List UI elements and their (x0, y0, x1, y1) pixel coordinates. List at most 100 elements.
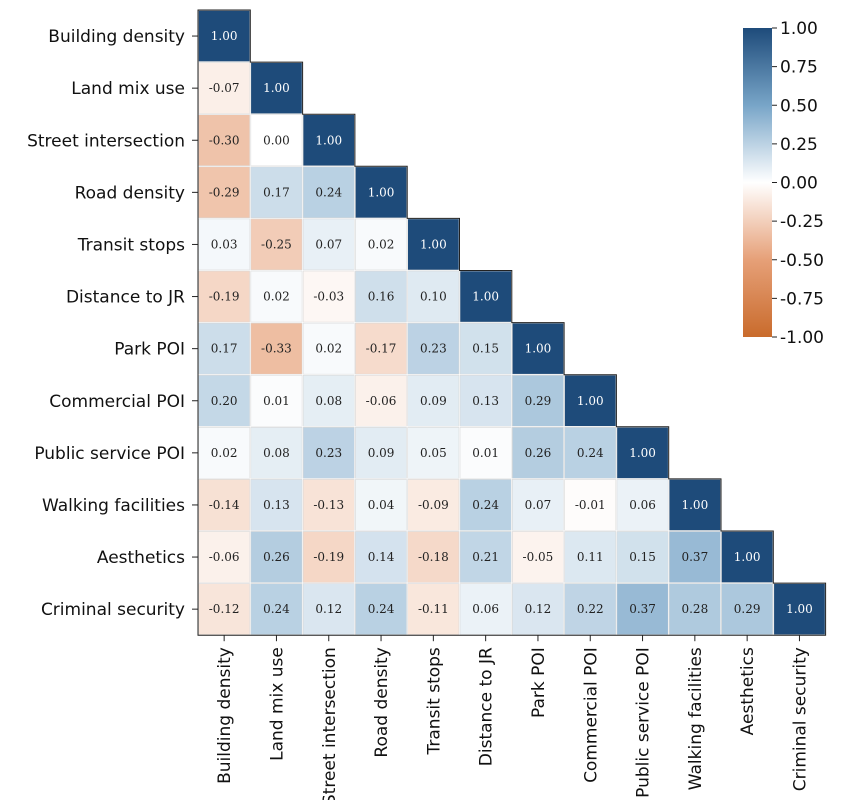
cell-border (668, 583, 721, 635)
cell-border (250, 114, 303, 167)
cell-value: -0.06 (209, 550, 240, 564)
cell-value: 0.13 (263, 498, 290, 512)
colorbar-tick-label: -0.25 (780, 212, 824, 232)
cell-border (564, 583, 617, 635)
column-label: Commercial POI (581, 647, 601, 783)
cell-value: 0.26 (263, 550, 290, 564)
colorbar-tick-label: 1.00 (780, 19, 818, 39)
cell-border (250, 166, 303, 219)
column-label: Criminal security (790, 647, 810, 791)
cell-value: 0.07 (525, 498, 552, 512)
cell-value: 0.24 (315, 185, 342, 199)
colorbar: 1.00 0.75 0.50 0.25 0.00 -0.25 -0.50 -0.75 -1.00 (743, 19, 824, 348)
cell-value: 1.00 (629, 446, 656, 460)
row-label: Public service POI (34, 444, 185, 464)
cell-border (355, 270, 407, 323)
cell-value: 0.24 (263, 602, 290, 616)
cell-value: -0.18 (418, 550, 449, 564)
cell-value: 0.24 (368, 602, 395, 616)
cell-value: 1.00 (263, 81, 290, 95)
heatmap-cell (197, 270, 251, 323)
heatmap-cell (354, 478, 408, 532)
cell-value: 1.00 (734, 550, 761, 564)
cell-border (511, 374, 564, 427)
cell-value: 0.23 (420, 342, 447, 356)
cell-border (721, 583, 774, 635)
cell-border (302, 531, 355, 583)
cell-value: 0.05 (420, 446, 447, 460)
cell-border (250, 583, 303, 635)
heatmap-cell (354, 217, 408, 271)
cell-value: 0.12 (525, 602, 552, 616)
cell-border (407, 426, 460, 479)
heatmap-cell (197, 530, 251, 584)
heatmap-cell (459, 270, 513, 323)
cell-border (459, 426, 512, 479)
cell-value: 0.24 (472, 498, 499, 512)
cell-border (407, 374, 460, 427)
colorbar-gradient (743, 28, 772, 337)
cell-border (355, 531, 407, 583)
row-label: Commercial POI (49, 392, 185, 412)
cell-value: 0.24 (577, 446, 604, 460)
cell-border (564, 426, 617, 479)
colorbar-tick-label: 0.25 (780, 135, 818, 155)
cell-value: -0.29 (209, 185, 240, 199)
cell-border (459, 531, 512, 583)
row-labels: Building density Land mix use Street inter… (27, 27, 198, 620)
cell-border (250, 270, 303, 323)
cell-value: 0.37 (629, 602, 656, 616)
cell-value: 1.00 (368, 185, 395, 199)
row-label: Walking facilities (42, 496, 185, 516)
column-label: Public service POI (634, 647, 654, 798)
cell-border (302, 426, 355, 479)
heatmap-cell (772, 582, 826, 636)
cell-value: -0.06 (366, 394, 397, 408)
heatmap-cell (197, 582, 251, 636)
heatmap-cell (302, 217, 356, 271)
row-label: Road density (75, 183, 185, 203)
cell-value: -0.13 (313, 498, 344, 512)
cell-border (302, 166, 355, 219)
cell-border (355, 322, 407, 375)
cell-value: 0.10 (420, 290, 447, 304)
cell-value: 0.00 (263, 133, 290, 147)
cell-border (250, 426, 303, 479)
cell-border (616, 531, 669, 583)
heatmap-cells: 1.00 -0.07 1.00 -0.30 0.00 1.00 -0.29 0.17 0.24 1… (197, 9, 827, 636)
cell-value: -0.05 (523, 550, 554, 564)
heatmap-cell (354, 374, 408, 428)
cell-value: 0.17 (263, 185, 290, 199)
cell-value: 0.07 (315, 237, 342, 251)
cell-value: 0.37 (681, 550, 708, 564)
cell-value: -0.12 (209, 602, 240, 616)
cell-value: 0.06 (472, 602, 499, 616)
cell-value: 0.09 (420, 394, 447, 408)
cell-value: 0.02 (263, 290, 290, 304)
cell-border (302, 270, 355, 323)
cell-border (355, 426, 407, 479)
cell-border (459, 322, 512, 375)
cell-border (250, 374, 303, 427)
heatmap-cell (302, 582, 356, 636)
cell-value: 0.21 (472, 550, 499, 564)
cell-value: 0.22 (577, 602, 604, 616)
colorbar-tick-label: -0.50 (780, 251, 824, 271)
column-label: Park POI (529, 647, 549, 718)
heatmap-cell (354, 530, 408, 584)
heatmap-cell (249, 113, 304, 167)
column-label: Street intersection (320, 647, 340, 800)
cell-value: 0.29 (734, 602, 761, 616)
row-label: Street intersection (27, 131, 185, 151)
column-labels: Building density Land mix use Street inter… (215, 635, 810, 800)
cell-value: -0.03 (313, 290, 344, 304)
cell-value: 1.00 (786, 602, 813, 616)
cell-value: -0.17 (366, 342, 397, 356)
row-label: Transit stops (77, 235, 185, 255)
cell-value: 0.29 (525, 394, 552, 408)
heatmap-cell (197, 9, 251, 63)
cell-border (511, 426, 564, 479)
heatmap-cell (511, 478, 565, 532)
cell-border (355, 479, 407, 531)
cell-value: 0.15 (629, 550, 656, 564)
